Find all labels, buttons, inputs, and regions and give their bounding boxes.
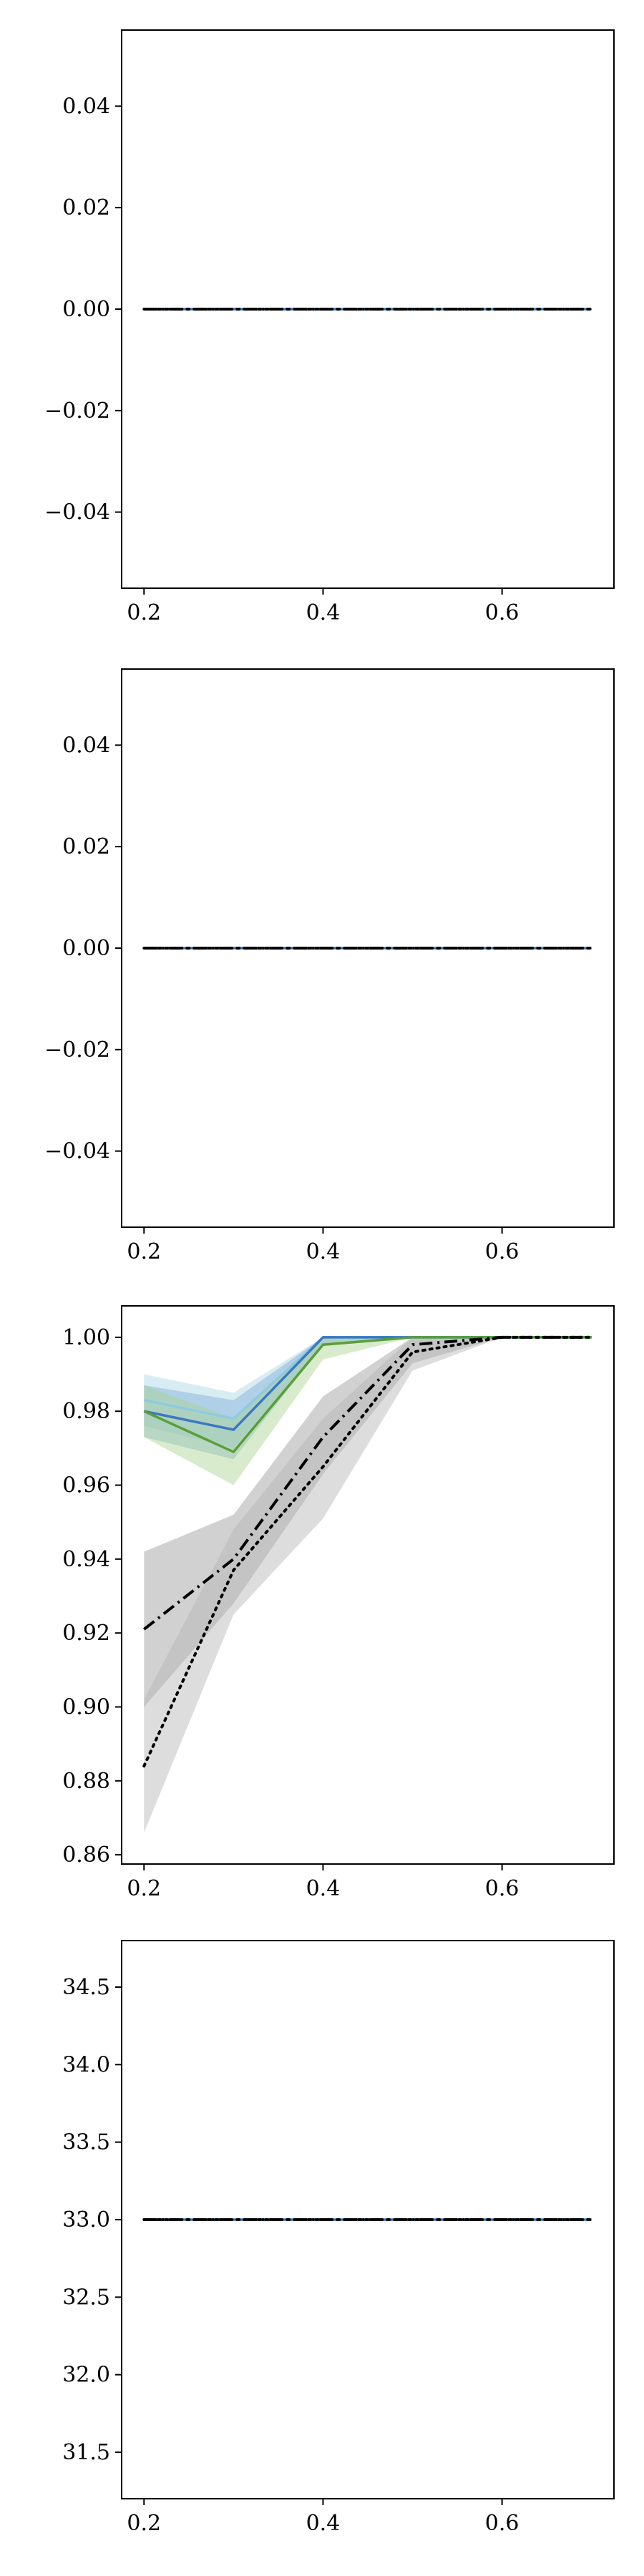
y-tick-label: 31.5 bbox=[62, 2440, 110, 2465]
y-tick-label: 32.0 bbox=[62, 2363, 110, 2388]
chart-panel-4: 0.2 0.4 0.6 31.5 32.0 32.5 33.0 33.5 34.0 34.5 bbox=[62, 1940, 615, 2536]
y-tick-label: 0.88 bbox=[62, 1769, 110, 1794]
y-tick-label: −0.02 bbox=[44, 399, 110, 424]
y-tick-label: 0.86 bbox=[62, 1843, 110, 1868]
y-tick-label: 0.96 bbox=[62, 1473, 110, 1498]
y-tick-label: 32.5 bbox=[62, 2285, 110, 2310]
series-band-5 bbox=[144, 1337, 592, 1833]
x-tick-label: 0.6 bbox=[485, 1239, 519, 1264]
x-tick-label: 0.6 bbox=[485, 2511, 519, 2536]
x-tick-label: 0.2 bbox=[127, 1876, 161, 1901]
series-band-2 bbox=[144, 1337, 592, 1460]
x-tick-label: 0.2 bbox=[127, 1239, 161, 1264]
y-tick-label: 1.00 bbox=[62, 1325, 110, 1350]
y-tick-label: 0.04 bbox=[62, 94, 110, 119]
chart-panel-2: 0.2 0.4 0.6 −0.04 −0.02 0.00 0.02 0.04 bbox=[44, 668, 615, 1264]
y-tick-label: 0.04 bbox=[62, 733, 110, 758]
axes-frame bbox=[121, 1305, 615, 1865]
x-tick-label: 0.4 bbox=[306, 600, 341, 625]
y-tick-label: 0.02 bbox=[62, 195, 110, 220]
y-tick-label: 34.0 bbox=[62, 2052, 110, 2077]
y-tick-label: 0.98 bbox=[62, 1399, 110, 1424]
y-tick-label: 34.5 bbox=[62, 1975, 110, 2000]
y-tick-label: 0.00 bbox=[62, 297, 110, 322]
y-tick-label: 33.0 bbox=[62, 2207, 110, 2233]
x-tick-label: 0.2 bbox=[127, 600, 161, 625]
series-line-4 bbox=[143, 1335, 592, 1631]
y-tick-label: 33.5 bbox=[62, 2130, 110, 2155]
y-tick-label: 0.00 bbox=[62, 936, 110, 961]
x-tick-label: 0.6 bbox=[485, 600, 519, 625]
plot-area bbox=[142, 1335, 593, 1833]
y-tick-label: 0.90 bbox=[62, 1694, 110, 1719]
y-tick-label: 0.92 bbox=[62, 1621, 110, 1646]
series-band-3 bbox=[144, 1337, 592, 1485]
y-tick-label: 0.94 bbox=[62, 1547, 110, 1572]
x-tick-label: 0.2 bbox=[127, 2511, 161, 2536]
y-tick-label: 0.02 bbox=[62, 834, 110, 859]
chart-panel-1: 0.2 0.4 0.6 −0.04 −0.02 0.00 0.02 0.04 bbox=[44, 29, 615, 625]
x-tick-label: 0.4 bbox=[306, 1876, 341, 1901]
x-tick-label: 0.6 bbox=[485, 1876, 519, 1901]
y-tick-label: −0.04 bbox=[44, 1139, 110, 1164]
y-tick-label: −0.04 bbox=[44, 500, 110, 525]
chart-panel-3: 0.2 0.4 0.6 0.86 0.88 0.90 0.92 0.94 0.96 0.98 1.0… bbox=[62, 1305, 615, 1901]
x-tick-label: 0.4 bbox=[306, 2511, 341, 2536]
series-band-1 bbox=[144, 1337, 592, 1448]
x-tick-label: 0.4 bbox=[306, 1239, 341, 1264]
y-tick-label: −0.02 bbox=[44, 1038, 110, 1063]
series-line-5 bbox=[142, 1335, 593, 1768]
